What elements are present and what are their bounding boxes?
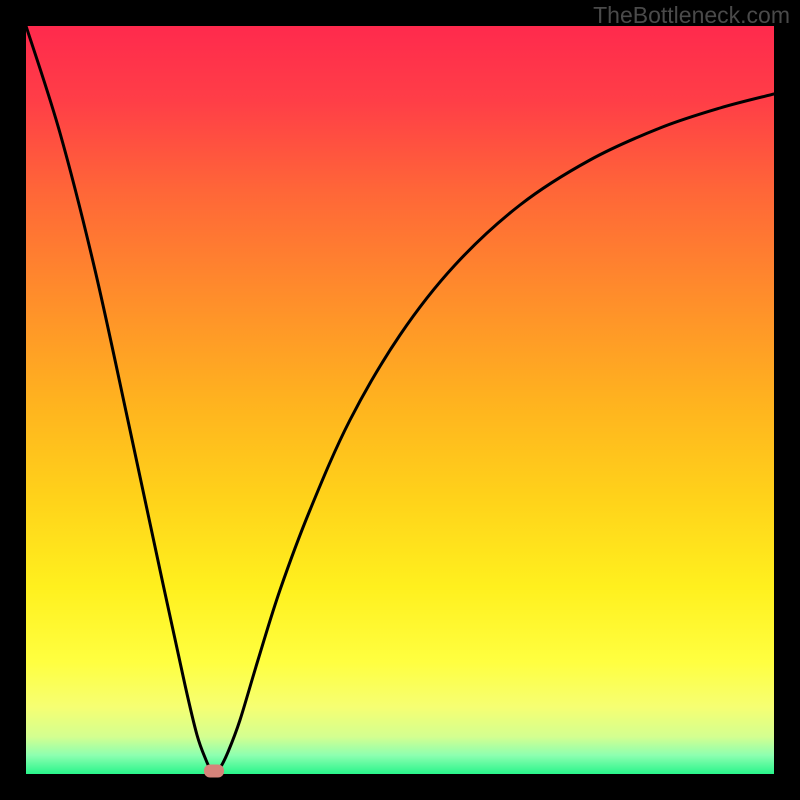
plot-area	[26, 26, 774, 774]
bottleneck-curve	[26, 26, 774, 774]
watermark-text: TheBottleneck.com	[593, 2, 790, 29]
chart-frame: TheBottleneck.com	[0, 0, 800, 800]
optimum-marker	[204, 765, 224, 778]
